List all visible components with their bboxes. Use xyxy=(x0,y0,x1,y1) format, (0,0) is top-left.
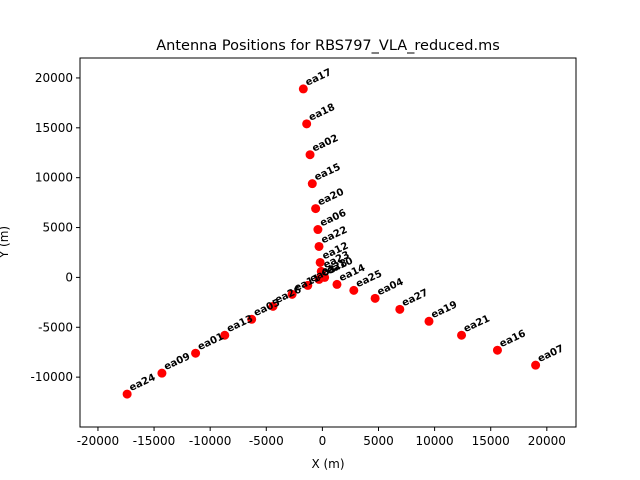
antenna-point-ea13 xyxy=(220,330,230,340)
antenna-point-ea17 xyxy=(298,84,308,94)
antenna-point-ea16 xyxy=(492,345,502,355)
antenna-label-ea27: ea27 xyxy=(400,287,430,309)
antenna-point-ea27 xyxy=(395,304,405,314)
antenna-point-ea03 xyxy=(303,280,313,290)
y-axis: -10000 -5000 0 5000 10000 15000 20000 xyxy=(30,71,80,384)
y-tick-label: 0 xyxy=(65,270,73,284)
x-tick-label: -10000 xyxy=(189,434,232,448)
x-tick-label: 0 xyxy=(319,434,327,448)
x-tick-label: 15000 xyxy=(472,434,510,448)
antenna-point-ea09 xyxy=(157,368,167,378)
antenna-point-ea28 xyxy=(314,274,324,284)
antenna-points: ea17ea18ea02ea15ea20ea06ea22ea12ea23ea10… xyxy=(122,67,566,399)
antenna-label-ea20: ea20 xyxy=(316,187,346,209)
x-tick-label: -15000 xyxy=(133,434,176,448)
antenna-point-ea26 xyxy=(268,301,278,311)
antenna-point-ea11 xyxy=(287,289,297,299)
antenna-point-ea07 xyxy=(531,360,541,370)
x-tick-label: -5000 xyxy=(249,434,284,448)
x-tick-label: 5000 xyxy=(363,434,394,448)
antenna-label-ea16: ea16 xyxy=(498,328,528,350)
antenna-point-ea22 xyxy=(314,241,324,251)
antenna-point-ea19 xyxy=(424,316,434,326)
y-tick-label: 15000 xyxy=(35,121,73,135)
antenna-point-ea05 xyxy=(247,314,257,324)
chart-title: Antenna Positions for RBS797_VLA_reduced… xyxy=(156,38,500,54)
y-tick-label: 10000 xyxy=(35,171,73,185)
antenna-point-ea21 xyxy=(457,330,467,340)
antenna-label-ea24: ea24 xyxy=(128,372,158,394)
antenna-label-ea19: ea19 xyxy=(430,299,460,321)
x-axis: -20000 -15000 -10000 -5000 0 5000 10000 15000 20… xyxy=(77,427,566,448)
x-tick-label: -20000 xyxy=(77,434,120,448)
y-tick-label: -10000 xyxy=(30,370,73,384)
antenna-label-ea01: ea01 xyxy=(196,331,226,353)
antenna-label-ea15: ea15 xyxy=(313,162,343,184)
y-tick-label: 20000 xyxy=(35,71,73,85)
antenna-point-ea24 xyxy=(122,389,132,399)
antenna-point-ea06 xyxy=(313,225,323,235)
antenna-label-ea02: ea02 xyxy=(311,133,341,155)
antenna-label-ea07: ea07 xyxy=(536,343,566,365)
x-tick-label: 10000 xyxy=(416,434,454,448)
y-axis-label: Y (m) xyxy=(0,226,11,259)
antenna-label-ea18: ea18 xyxy=(307,102,337,124)
antenna-point-ea18 xyxy=(302,119,312,129)
antenna-point-ea02 xyxy=(305,150,315,160)
antenna-label-ea21: ea21 xyxy=(462,313,492,335)
antenna-label-ea09: ea09 xyxy=(163,351,193,373)
antenna-label-ea17: ea17 xyxy=(304,67,334,89)
antenna-point-ea12 xyxy=(315,257,325,267)
y-tick-label: 5000 xyxy=(42,221,73,235)
plot-frame xyxy=(79,57,577,428)
y-tick-label: -5000 xyxy=(38,320,73,334)
antenna-point-ea25 xyxy=(349,285,359,295)
antenna-point-ea01 xyxy=(191,348,201,358)
antenna-point-ea04 xyxy=(370,293,380,303)
x-axis-label: X (m) xyxy=(311,457,344,471)
antenna-label-ea05: ea05 xyxy=(252,297,282,319)
antenna-point-ea20 xyxy=(311,204,321,214)
antenna-point-ea15 xyxy=(307,179,317,189)
antenna-point-ea14 xyxy=(332,279,342,289)
antenna-label-ea13: ea13 xyxy=(225,313,255,335)
x-tick-label: 20000 xyxy=(528,434,566,448)
